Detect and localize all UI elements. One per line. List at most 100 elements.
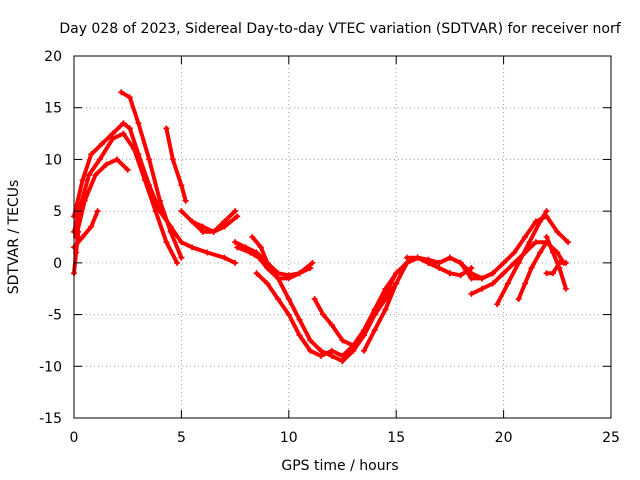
data-point (565, 239, 572, 246)
series-sat-track-e (127, 126, 238, 265)
data-point (307, 337, 314, 344)
data-point (275, 296, 282, 303)
data-point (264, 280, 271, 287)
series-sat-track-t (495, 209, 549, 307)
series-sat-track-h (164, 126, 188, 203)
data-point (135, 120, 142, 127)
data-point (163, 125, 170, 132)
data-point (468, 270, 475, 277)
data-point (98, 140, 105, 147)
data-point (515, 259, 522, 266)
data-point (550, 249, 557, 256)
data-point (156, 208, 163, 215)
data-point (562, 259, 569, 266)
data-point (79, 234, 86, 240)
data-point (285, 296, 292, 303)
data-point (120, 130, 127, 137)
data-point (109, 130, 116, 137)
data-point (489, 270, 496, 277)
plot-frame (73, 55, 612, 419)
y-tick-label: -15 (39, 411, 62, 427)
data-point (264, 259, 271, 266)
data-point (556, 259, 563, 266)
data-point (468, 275, 475, 282)
data-point (232, 239, 239, 246)
data-point (339, 352, 346, 359)
y-tick-label: 0 (53, 256, 62, 272)
x-axis-label: GPS time / hours (281, 458, 398, 474)
data-point (339, 337, 346, 344)
data-point (479, 275, 486, 282)
data-point (247, 249, 254, 256)
x-tick-label: 0 (70, 430, 79, 446)
data-point (163, 239, 170, 246)
data-point (79, 177, 86, 184)
data-point (249, 234, 256, 240)
data-point (403, 259, 410, 266)
x-tick-label: 20 (495, 430, 513, 446)
x-tick-label: 25 (602, 430, 620, 446)
data-point (393, 280, 400, 287)
data-point (146, 182, 153, 189)
data-point (255, 254, 262, 261)
data-point (92, 171, 99, 178)
data-point (221, 223, 228, 230)
data-point (382, 285, 389, 292)
data-point (537, 218, 544, 225)
data-point (232, 208, 239, 215)
data-point (86, 171, 93, 178)
data-point (169, 156, 176, 163)
y-tick-label: -10 (39, 359, 62, 375)
grid-lines (74, 56, 611, 418)
data-point (285, 311, 292, 318)
data-point (167, 223, 174, 230)
data-point (318, 352, 325, 359)
y-tick-label: 5 (53, 204, 62, 220)
data-point (118, 89, 125, 96)
y-tick-label: 20 (44, 49, 62, 65)
data-point (457, 272, 464, 279)
series-sat-track-c (74, 157, 130, 239)
data-point (494, 301, 501, 308)
data-point (189, 218, 196, 225)
data-point (328, 352, 335, 359)
data-point (515, 296, 522, 303)
data-point (94, 208, 101, 215)
data-point (537, 249, 544, 256)
data-point (532, 239, 539, 246)
data-point (199, 223, 206, 230)
data-point (189, 244, 196, 251)
data-point (371, 306, 378, 313)
data-series (71, 89, 572, 365)
data-point (88, 151, 95, 158)
data-point (204, 249, 211, 256)
data-point (126, 125, 133, 132)
y-tick-label: -5 (48, 308, 62, 324)
data-point (522, 280, 529, 287)
data-point (436, 259, 443, 266)
data-point (307, 347, 314, 354)
data-point (182, 197, 189, 204)
data-point (178, 208, 185, 215)
data-point (113, 156, 120, 163)
data-point (339, 358, 346, 365)
data-point (75, 228, 82, 235)
y-tick-label: 10 (44, 152, 62, 168)
data-point (221, 254, 228, 261)
data-point (500, 259, 507, 266)
data-point (178, 254, 185, 261)
data-point (543, 208, 550, 215)
data-point (309, 259, 316, 266)
data-point (382, 306, 389, 313)
data-point (296, 316, 303, 323)
data-point (468, 265, 475, 272)
data-point (554, 228, 561, 235)
data-point (178, 182, 185, 189)
data-point (275, 275, 282, 282)
y-tick-label: 15 (44, 101, 62, 117)
data-point (318, 347, 325, 354)
data-point (232, 259, 239, 266)
data-point (311, 296, 318, 303)
data-point (528, 265, 535, 272)
data-point (199, 228, 206, 235)
